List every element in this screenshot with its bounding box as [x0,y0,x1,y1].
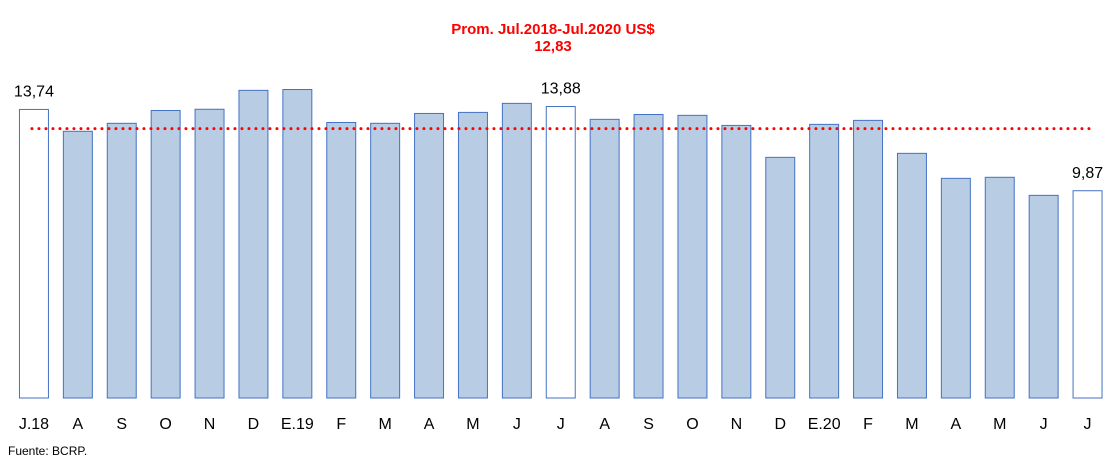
bar [501,102,532,399]
bar [238,89,269,399]
bar [545,106,576,399]
bar [721,124,752,399]
bar [809,123,840,399]
x-tick-label: A [599,416,610,433]
bar [1028,194,1059,399]
bar [370,122,401,399]
bar [677,114,708,399]
x-tick-label: J [1040,416,1048,433]
x-tick-label: O [686,416,698,433]
bar [765,156,796,399]
bar [150,110,181,399]
x-tick-label: J [513,416,521,433]
bar [940,177,971,399]
bar [194,108,225,399]
x-tick-label: F [336,416,346,433]
bar [62,130,93,399]
bar [457,111,488,399]
x-tick-label: S [116,416,127,433]
bar [282,89,313,399]
value-label: 13,88 [541,81,581,98]
bar [984,176,1015,399]
bar [414,112,445,399]
value-label: 13,74 [14,84,54,101]
chart-title: Prom. Jul.2018-Jul.2020 US$ [451,21,655,38]
bar [326,121,357,399]
bar [589,118,620,399]
x-tick-label: E.19 [281,416,314,433]
x-tick-label: S [643,416,654,433]
x-tick-label: A [951,416,962,433]
x-tick-label: J [557,416,565,433]
x-tick-label: M [378,416,391,433]
x-tick-label: F [863,416,873,433]
x-tick-label: N [204,416,216,433]
x-tick-label: A [73,416,84,433]
x-tick-label: M [905,416,918,433]
x-tick-label: J [1084,416,1092,433]
x-tick-label: M [993,416,1006,433]
bar [853,119,884,399]
x-tick-label: D [248,416,260,433]
bar [896,152,927,399]
reference-label: 12,83 [534,38,572,55]
x-tick-label: N [731,416,743,433]
x-tick-label: M [466,416,479,433]
bar [18,108,49,399]
source: Fuente: BCRP. [8,444,87,458]
bar [633,114,664,399]
value-label: 9,87 [1072,165,1103,182]
bar [106,122,137,399]
x-tick-label: E.20 [808,416,841,433]
bar [1072,190,1103,399]
x-tick-label: J.18 [19,416,49,433]
x-tick-label: O [159,416,171,433]
x-tick-label: D [774,416,786,433]
x-tick-label: A [424,416,435,433]
